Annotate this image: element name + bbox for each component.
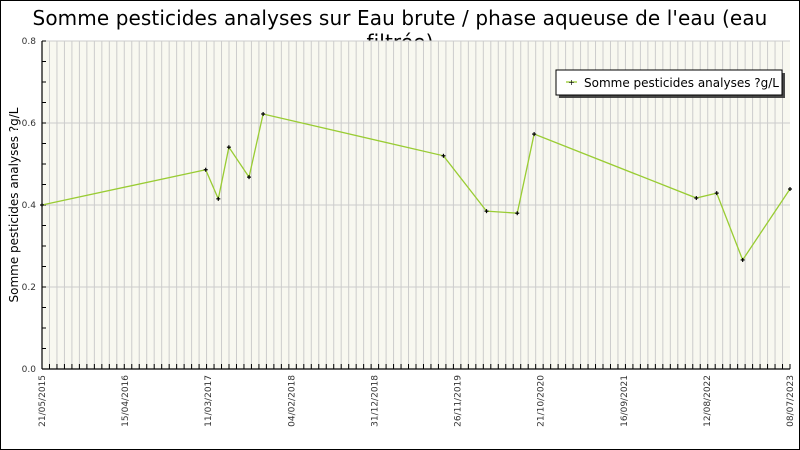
svg-text:15/04/2016: 15/04/2016: [121, 375, 131, 427]
y-axis-label: Somme pesticides analyses ?g/L: [7, 107, 21, 302]
svg-text:31/12/2018: 31/12/2018: [370, 375, 380, 427]
svg-text:16/09/2021: 16/09/2021: [620, 375, 630, 427]
svg-text:0.0: 0.0: [22, 365, 37, 375]
svg-text:21/05/2015: 21/05/2015: [38, 375, 48, 427]
svg-text:0.2: 0.2: [22, 283, 36, 293]
svg-text:21/10/2020: 21/10/2020: [537, 375, 547, 427]
svg-text:08/07/2023: 08/07/2023: [786, 375, 796, 427]
data-point-markers: [40, 111, 792, 262]
data-series-line: [41, 113, 791, 262]
svg-text:0.6: 0.6: [22, 119, 37, 129]
svg-text:04/02/2018: 04/02/2018: [287, 375, 297, 427]
legend-marker-icon: +: [568, 78, 575, 87]
legend: + Somme pesticides analyses ?g/L: [555, 69, 785, 98]
svg-text:0.8: 0.8: [22, 37, 37, 47]
svg-text:12/08/2022: 12/08/2022: [703, 375, 713, 427]
svg-text:0.4: 0.4: [22, 201, 37, 211]
x-axis-ticks: 21/05/2015 15/04/2016 11/03/2017 04/02/2018…: [38, 364, 796, 427]
y-axis-ticks: 0.0 0.2 0.4 0.6 0.8: [22, 37, 46, 375]
legend-label: Somme pesticides analyses ?g/L: [584, 76, 779, 90]
svg-text:11/03/2017: 11/03/2017: [204, 375, 214, 427]
svg-text:26/11/2019: 26/11/2019: [454, 375, 464, 427]
